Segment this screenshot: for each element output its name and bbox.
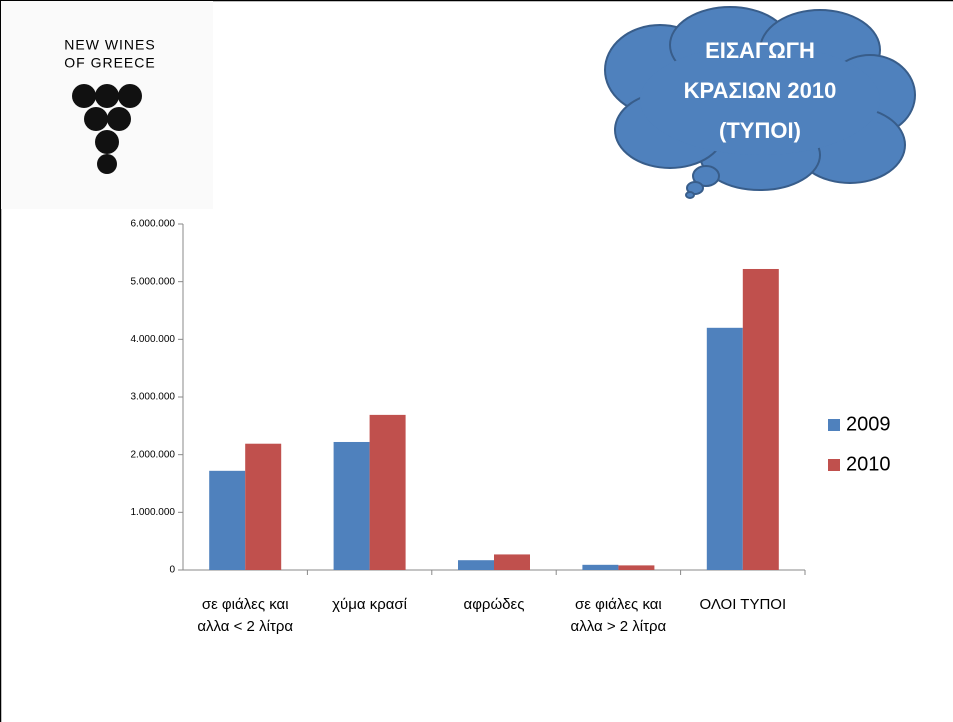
bar <box>333 441 370 570</box>
title: ΕΙΣΑΓΩΓΗ <box>705 38 815 63</box>
bar <box>494 554 530 570</box>
logo-text: NEW WINES <box>64 37 155 53</box>
x-tick-label: σε φιάλες και αλλα < 2 λίτρα <box>197 596 294 635</box>
legend-swatch <box>828 419 840 431</box>
bar <box>369 414 406 570</box>
cloud <box>604 6 916 199</box>
legend-label: 2010 <box>846 453 891 475</box>
legend-swatch <box>828 459 840 471</box>
x-tick-label: ΟΛΟΙ ΤΥΠΟΙ <box>699 596 787 613</box>
bar <box>706 327 743 570</box>
logo-text: OF GREECE <box>64 55 155 71</box>
y-tick-label: 1.000.000 <box>131 507 176 518</box>
legend-label: 2009 <box>846 413 891 435</box>
y-tick-label: 3.000.000 <box>131 392 176 403</box>
y-tick-label: 5.000.000 <box>131 276 176 287</box>
x-tick-label: χύμα κρασί <box>332 596 408 613</box>
bar <box>742 268 779 570</box>
y-tick-label: 6.000.000 <box>131 219 176 230</box>
bar <box>245 443 282 570</box>
x-tick-label: αφρώδες <box>463 596 525 613</box>
y-tick-label: 2.000.000 <box>131 449 176 460</box>
y-tick-label: 4.000.000 <box>131 334 176 345</box>
x-tick-label: σε φιάλες και αλλα > 2 λίτρα <box>570 596 667 635</box>
title: (ΤΥΠΟΙ) <box>719 118 801 143</box>
bar <box>458 560 494 570</box>
logo-grapes <box>72 84 142 174</box>
bar <box>209 470 246 570</box>
title: ΚΡΑΣΙΩΝ 2010 <box>684 78 837 103</box>
y-tick-label: 0 <box>169 565 175 576</box>
bar <box>618 565 655 570</box>
bar <box>582 564 619 570</box>
